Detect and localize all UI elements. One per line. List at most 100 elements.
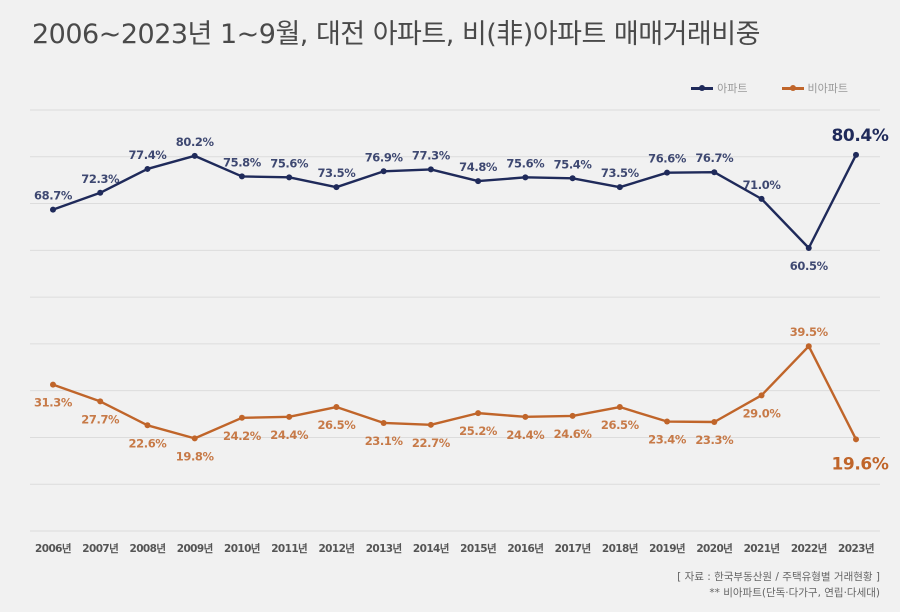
x-tick-label: 2021년 — [744, 542, 780, 555]
data-point — [380, 419, 387, 426]
data-point — [475, 178, 482, 185]
x-tick-label: 2011년 — [271, 542, 307, 555]
data-point — [97, 398, 104, 405]
data-label: 71.0% — [743, 178, 782, 192]
data-point — [758, 392, 765, 399]
data-label: 26.5% — [317, 418, 356, 432]
data-label: 25.2% — [459, 424, 498, 438]
data-label: 73.5% — [601, 166, 640, 180]
data-point — [191, 435, 198, 442]
gridlines — [30, 109, 880, 532]
data-point — [711, 169, 718, 176]
data-label: 24.2% — [223, 429, 262, 443]
data-point — [475, 410, 482, 417]
series-non-apartment: 31.3% 27.7% 22.6% 19.8% 24.2% 24.4% 26.5% 23.1%… — [34, 325, 889, 474]
data-point — [569, 412, 576, 419]
legend: 아파트 비아파트 — [691, 80, 848, 96]
data-label: 29.0% — [743, 406, 782, 420]
data-point — [50, 381, 56, 388]
data-point — [805, 343, 812, 350]
data-label: 23.1% — [365, 434, 404, 448]
data-point — [569, 175, 576, 182]
data-point — [333, 404, 340, 411]
data-point — [853, 151, 859, 158]
data-label: 22.7% — [412, 436, 451, 450]
legend-swatch-apartment — [691, 84, 714, 91]
data-label: 68.7% — [34, 189, 73, 203]
data-point — [664, 169, 671, 176]
data-point — [522, 413, 529, 420]
data-point — [853, 436, 859, 443]
series-apartment: 68.7% 72.3% 77.4% 80.2% 75.8% 75.6% 73.5% 76.9%… — [34, 126, 889, 273]
data-label: 23.4% — [648, 433, 687, 447]
data-point — [758, 195, 765, 202]
data-label: 24.4% — [506, 428, 545, 442]
data-point — [144, 165, 151, 172]
data-label: 39.5% — [790, 325, 829, 339]
x-tick-label: 2006년 — [35, 542, 71, 555]
x-tick-label: 2015년 — [460, 542, 496, 555]
data-label-highlight: 80.4% — [832, 126, 889, 146]
data-label: 24.4% — [270, 428, 309, 442]
data-label: 23.3% — [695, 433, 734, 447]
legend-label-apartment: 아파트 — [717, 82, 748, 95]
legend-swatch-non-apartment — [781, 84, 804, 91]
data-label: 76.9% — [365, 150, 404, 164]
x-tick-label: 2007년 — [82, 542, 118, 555]
data-label: 72.3% — [81, 172, 120, 186]
data-point — [191, 152, 198, 159]
data-point — [805, 244, 812, 251]
data-label: 77.3% — [412, 148, 451, 162]
data-point — [50, 206, 56, 213]
data-point — [97, 189, 104, 196]
data-label: 73.5% — [317, 166, 356, 180]
data-label: 77.4% — [129, 148, 168, 162]
data-label: 76.7% — [695, 151, 734, 165]
data-label: 76.6% — [648, 152, 687, 166]
legend-item-non-apartment: 비아파트 — [781, 80, 848, 96]
source-note: [ 자료 : 한국부동산원 / 주택유형별 거래현황 ] — [677, 571, 880, 583]
legend-item-apartment: 아파트 — [691, 80, 748, 96]
x-tick-label: 2014년 — [413, 542, 449, 555]
data-label: 24.6% — [554, 427, 593, 441]
data-point — [238, 414, 245, 421]
x-tick-label: 2009년 — [177, 542, 213, 555]
chart-title: 2006~2023년 1~9월, 대전 아파트, 비(非)아파트 매매거래비중 — [32, 19, 760, 50]
data-label-highlight: 19.6% — [832, 454, 889, 474]
series-group: 68.7% 72.3% 77.4% 80.2% 75.8% 75.6% 73.5% 76.9%… — [34, 126, 889, 474]
data-point — [616, 404, 623, 411]
x-tick-labels: 2006년 2007년 2008년 2009년 2010년 2011년 2012년 2013년… — [35, 542, 874, 555]
data-point — [286, 174, 293, 181]
x-tick-label: 2010년 — [224, 542, 260, 555]
x-tick-label: 2019년 — [649, 542, 685, 555]
data-label: 75.8% — [223, 155, 262, 169]
x-tick-label: 2016년 — [507, 542, 543, 555]
footer: [ 자료 : 한국부동산원 / 주택유형별 거래현황 ] ** 비아파트(단독·… — [677, 569, 880, 601]
x-tick-label: 2012년 — [318, 542, 354, 555]
data-point — [427, 166, 434, 173]
data-label: 26.5% — [601, 418, 640, 432]
x-tick-label: 2017년 — [555, 542, 591, 555]
data-label: 22.6% — [129, 436, 168, 450]
x-tick-label: 2020년 — [696, 542, 732, 555]
data-point — [333, 184, 340, 191]
data-label: 27.7% — [81, 412, 120, 426]
data-point — [238, 173, 245, 180]
data-label: 74.8% — [459, 160, 498, 174]
data-label: 75.4% — [554, 157, 593, 171]
data-point — [664, 418, 671, 425]
data-label: 80.2% — [176, 135, 215, 149]
data-label: 75.6% — [506, 156, 545, 170]
data-point — [144, 422, 151, 429]
x-tick-label: 2022년 — [791, 542, 827, 555]
series-line — [52, 154, 858, 250]
series-line — [52, 345, 858, 440]
data-label: 75.6% — [270, 156, 309, 170]
data-point — [380, 168, 387, 175]
data-label: 60.5% — [790, 259, 829, 273]
legend-label-non-apartment: 비아파트 — [807, 82, 848, 95]
data-label: 31.3% — [34, 396, 73, 410]
x-tick-label: 2023년 — [838, 542, 874, 555]
data-point — [616, 184, 623, 191]
data-point — [427, 421, 434, 428]
